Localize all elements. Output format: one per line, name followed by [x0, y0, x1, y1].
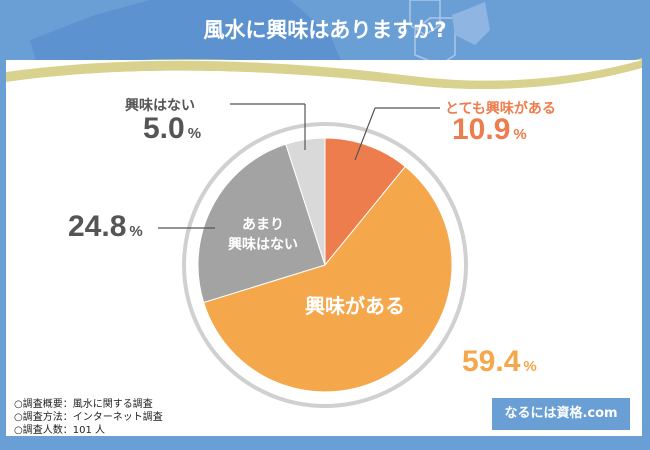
brand-logo: なるには資格.com [492, 398, 630, 430]
label-not-interested: 興味はない [125, 98, 195, 114]
label-very-interested: とても興味がある [445, 101, 556, 117]
compass-decor [30, 0, 345, 75]
value-not-very-interested: 24.8% [68, 210, 143, 243]
value-very-interested: 10.9% [452, 113, 527, 146]
label-interested: 興味がある [305, 294, 405, 318]
note-method: ○調査方法：インターネット調査 [14, 412, 163, 423]
label-not-very-interested: あまり 興味はない [228, 217, 298, 253]
survey-notes: ○調査概要：風水に関する調査 ○調査方法：インターネット調査 ○調査人数：101… [14, 398, 163, 437]
chart-title: 風水に興味はありますか? [203, 18, 447, 42]
pie-slice-1 [203, 165, 453, 393]
note-count: ○調査人数：101 人 [14, 425, 105, 436]
value-not-interested: 5.0% [143, 112, 202, 145]
note-summary: ○調査概要：風水に関する調査 [14, 399, 153, 410]
pie-slice-2 [197, 143, 326, 304]
value-interested: 59.4% [462, 345, 537, 378]
pie-slice-0 [324, 137, 406, 267]
